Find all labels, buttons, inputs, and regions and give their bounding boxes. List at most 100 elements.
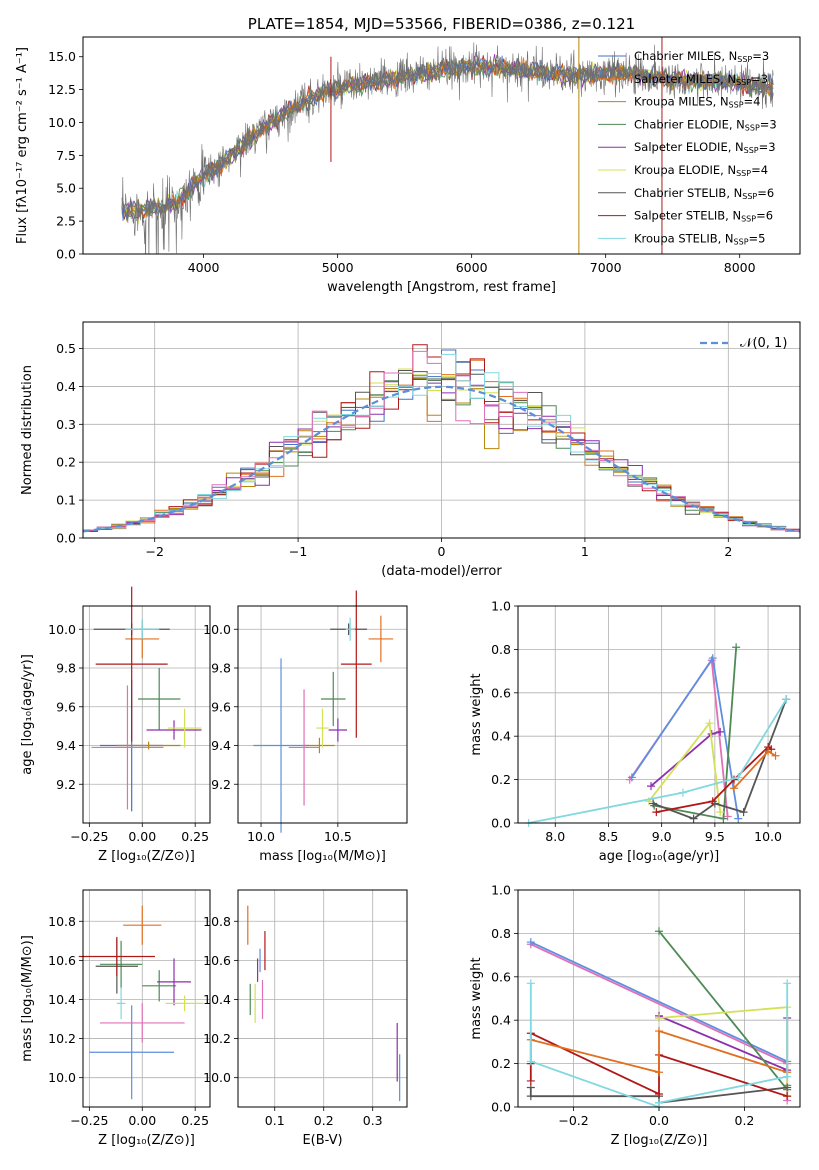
x-tick-label: 9.5 bbox=[705, 829, 725, 844]
y-axis-label: age [log₁₀(age/yr)] bbox=[20, 654, 35, 775]
errorbar-point bbox=[253, 658, 309, 833]
y-tick-label: 0.3 bbox=[56, 417, 76, 432]
series-point bbox=[764, 747, 773, 756]
x-tick-label: −2 bbox=[145, 544, 163, 559]
errorbar-point bbox=[99, 1003, 185, 1043]
x-tick-label: 5000 bbox=[322, 260, 354, 275]
histogram-step bbox=[83, 372, 800, 532]
y-tick-label: 0.2 bbox=[491, 772, 511, 787]
series-point bbox=[734, 814, 743, 823]
age_vs_mass-panel: 10.0 10.5 9.2 9.4 9.6 9.8 10.0 mass [log₁₀(M/M⊙… bbox=[203, 590, 408, 864]
errorbar-point bbox=[304, 737, 335, 754]
x-tick-label: −0.25 bbox=[70, 1113, 108, 1128]
y-tick-label: 0.4 bbox=[491, 729, 511, 744]
errorbar-point bbox=[99, 940, 143, 988]
x-tick-label: 2 bbox=[724, 544, 732, 559]
y-tick-label: 10.2 bbox=[203, 1031, 231, 1046]
weight-series bbox=[526, 1027, 792, 1077]
x-axis-label: Z [log₁₀(Z/Z⊙)] bbox=[98, 1133, 195, 1148]
legend-label-text: Salpeter MILES, N bbox=[634, 72, 736, 86]
legend-label-text: Salpeter ELODIE, N bbox=[634, 140, 744, 154]
x-axis-label: mass [log₁₀(M/M⊙)] bbox=[259, 849, 386, 864]
legend-label-sub: SSP bbox=[744, 146, 759, 155]
series-point bbox=[627, 773, 636, 782]
residuals-panel: −2 −1 0 1 2 0.0 0.1 0.2 0.3 0.4 0.5 (data-model)/er… bbox=[20, 321, 801, 579]
legend-label: Chabrier MILES, NSSP=3 bbox=[634, 49, 769, 64]
series-line bbox=[530, 941, 788, 1063]
series-point bbox=[716, 727, 725, 736]
legend-label: 𝒩(0, 1) bbox=[740, 336, 787, 351]
series-point bbox=[526, 1076, 535, 1085]
y-tick-label: 9.6 bbox=[56, 699, 76, 714]
x-tick-label: −0.25 bbox=[70, 829, 108, 844]
series-line bbox=[631, 655, 740, 819]
y-tick-label: 0.8 bbox=[491, 642, 511, 657]
x-tick-label: 0.2 bbox=[314, 1113, 334, 1128]
y-tick-label: 5.0 bbox=[56, 181, 76, 196]
legend-label-sub: SSP bbox=[741, 215, 756, 224]
legend-label-text: Chabrier STELIB, N bbox=[634, 186, 742, 200]
y-tick-label: 0.5 bbox=[56, 341, 76, 356]
y-tick-label: 10.0 bbox=[203, 622, 231, 637]
series-point bbox=[771, 751, 780, 760]
y-axis-label: Flux [fλ10⁻¹⁷ erg cm⁻² s⁻¹ A⁻¹] bbox=[15, 47, 30, 244]
series-point bbox=[705, 719, 714, 728]
weight-series bbox=[655, 1011, 792, 1075]
y-tick-label: 9.8 bbox=[56, 661, 76, 676]
legend-label-suffix: =3 bbox=[752, 49, 769, 63]
series-point bbox=[723, 812, 732, 821]
x-tick-label: −0.2 bbox=[558, 1113, 588, 1128]
series-line bbox=[528, 698, 787, 824]
y-axis-label: mass weight bbox=[469, 957, 484, 1039]
y-tick-label: 1.0 bbox=[491, 883, 511, 898]
errorbar-point bbox=[123, 905, 162, 945]
axes-frame bbox=[82, 36, 801, 255]
histogram-step bbox=[83, 361, 800, 532]
errorbar-point bbox=[320, 671, 346, 727]
y-tick-label: 10.2 bbox=[48, 1031, 76, 1046]
y-tick-label: 9.4 bbox=[56, 738, 76, 753]
errorbar-point bbox=[165, 995, 204, 1012]
errorbar-point bbox=[146, 720, 202, 740]
legend-label-suffix: =6 bbox=[757, 186, 774, 200]
y-tick-label: 10.8 bbox=[48, 914, 76, 929]
y-tick-label: 9.6 bbox=[211, 699, 231, 714]
x-tick-label: 7000 bbox=[590, 260, 622, 275]
y-tick-label: 10.0 bbox=[203, 1070, 231, 1085]
series-point bbox=[689, 814, 698, 823]
legend-label-sub: SSP bbox=[736, 169, 751, 178]
x-tick-label: 0.25 bbox=[181, 1113, 209, 1128]
errorbar-point bbox=[116, 987, 126, 1020]
x-tick-label: 0.00 bbox=[128, 829, 156, 844]
x-tick-label: 1 bbox=[581, 544, 589, 559]
age_vs_Z-panel: −0.25 0.00 0.25 9.2 9.4 9.6 9.8 10.0 Z [log₁₀(Z/… bbox=[20, 586, 211, 864]
series-point bbox=[783, 1092, 792, 1101]
mass_vs_Z-panel: −0.25 0.00 0.25 10.0 10.2 10.4 10.6 10.8 Z [log₁… bbox=[20, 889, 211, 1148]
legend-label-sub: SSP bbox=[737, 55, 752, 64]
y-tick-label: 7.5 bbox=[56, 148, 76, 163]
series-point bbox=[783, 979, 792, 988]
weight-series bbox=[524, 695, 791, 827]
series-point bbox=[526, 938, 535, 947]
y-tick-label: 0.4 bbox=[56, 379, 76, 394]
y-tick-label: 0.0 bbox=[56, 531, 76, 546]
y-tick-label: 9.8 bbox=[211, 661, 231, 676]
legend-label-sub: SSP bbox=[734, 237, 749, 246]
series-point bbox=[708, 654, 717, 663]
legend-label-sub: SSP bbox=[729, 101, 744, 110]
y-tick-label: 0.6 bbox=[491, 685, 511, 700]
errorbar-point bbox=[91, 685, 164, 810]
errorbar-point bbox=[78, 936, 155, 977]
legend-label-text: Kroupa MILES, N bbox=[634, 95, 729, 109]
y-tick-label: 0.2 bbox=[491, 1056, 511, 1071]
series-point bbox=[655, 1098, 663, 1107]
x-tick-label: 0.25 bbox=[181, 829, 209, 844]
x-tick-label: 0 bbox=[438, 544, 446, 559]
errorbar-point bbox=[288, 689, 320, 806]
spectrum-panel: 4000 5000 6000 7000 8000 0.0 2.5 5.0 7.5 10.0 12.5… bbox=[15, 15, 801, 295]
x-tick-label: 8000 bbox=[724, 260, 756, 275]
y-tick-label: 10.0 bbox=[48, 115, 76, 130]
series-point bbox=[719, 814, 728, 823]
y-axis-label: mass weight bbox=[469, 673, 484, 755]
y-tick-label: 10.8 bbox=[203, 914, 231, 929]
